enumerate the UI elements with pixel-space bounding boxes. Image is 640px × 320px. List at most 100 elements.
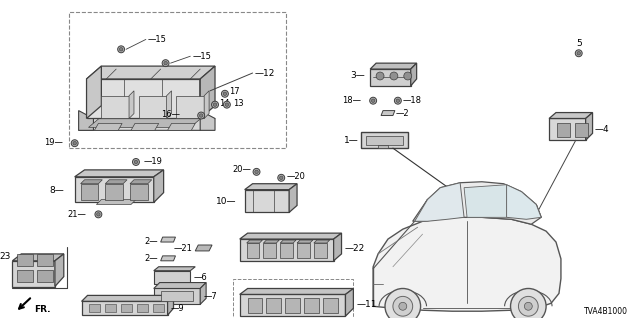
Polygon shape [264,243,276,258]
Text: —6: —6 [193,273,207,282]
Polygon shape [304,298,319,313]
Polygon shape [177,96,204,118]
Text: 23: 23 [0,252,10,261]
Polygon shape [413,182,541,224]
Text: FR.: FR. [34,305,51,314]
Polygon shape [90,304,100,312]
Polygon shape [246,240,262,243]
Polygon shape [37,254,53,266]
Polygon shape [415,183,464,221]
Polygon shape [200,283,206,304]
Circle shape [390,72,398,80]
Circle shape [120,48,123,51]
Circle shape [511,289,546,320]
Polygon shape [95,124,122,130]
Polygon shape [314,243,326,258]
Circle shape [255,170,259,173]
Text: —18: —18 [403,96,422,105]
Text: 3—: 3— [351,71,365,81]
Polygon shape [12,254,64,261]
Polygon shape [37,270,53,282]
Polygon shape [266,298,281,313]
Circle shape [370,97,376,104]
Polygon shape [204,91,209,118]
Text: —22: —22 [344,244,365,253]
Circle shape [223,92,227,95]
Circle shape [162,60,169,67]
Polygon shape [280,243,293,258]
Text: TVA4B1000: TVA4B1000 [584,307,628,316]
Polygon shape [381,111,395,116]
Circle shape [223,101,230,108]
Polygon shape [168,124,195,130]
Polygon shape [168,295,173,315]
Text: 18—: 18— [342,96,362,105]
Polygon shape [575,124,588,137]
Circle shape [404,72,412,80]
Polygon shape [161,256,175,261]
Text: —4: —4 [595,125,609,134]
Polygon shape [106,184,123,200]
Polygon shape [289,184,297,212]
Text: —9: —9 [170,304,184,313]
Polygon shape [240,294,346,316]
Polygon shape [55,254,64,286]
Circle shape [385,289,420,320]
Polygon shape [373,217,561,311]
Polygon shape [75,170,164,177]
Polygon shape [130,180,152,184]
Polygon shape [464,185,507,217]
Polygon shape [17,270,33,282]
Text: —2: —2 [396,109,410,118]
Polygon shape [129,91,134,118]
Polygon shape [161,292,193,301]
Polygon shape [121,304,132,312]
Text: —12: —12 [255,68,275,77]
Polygon shape [280,240,296,243]
Polygon shape [200,66,215,118]
Circle shape [95,211,102,218]
Text: 19—: 19— [44,138,63,147]
Text: 1—: 1— [344,136,358,145]
Polygon shape [139,96,166,118]
Polygon shape [81,301,168,315]
Polygon shape [586,113,593,140]
Bar [68,12,286,148]
Text: 17: 17 [229,87,239,96]
Text: 21—: 21— [68,210,86,219]
Polygon shape [549,118,586,140]
Polygon shape [507,185,541,219]
Text: —15: —15 [148,35,166,44]
Polygon shape [246,243,259,258]
Polygon shape [378,145,388,148]
Text: —21: —21 [173,244,192,253]
Polygon shape [200,111,215,130]
Polygon shape [549,113,593,118]
Polygon shape [154,271,190,284]
Polygon shape [370,63,417,69]
Text: —19: —19 [144,157,163,166]
Text: —15: —15 [192,52,211,61]
Text: 20—: 20— [233,165,252,174]
Polygon shape [248,298,262,313]
Circle shape [280,176,283,180]
Polygon shape [101,96,129,118]
Polygon shape [240,289,353,294]
Polygon shape [131,124,159,130]
Text: —20: —20 [286,172,305,181]
Polygon shape [106,304,116,312]
Circle shape [132,158,140,165]
Polygon shape [12,261,55,286]
Polygon shape [195,245,212,251]
Polygon shape [154,283,206,289]
Polygon shape [153,304,164,312]
Circle shape [524,302,532,310]
Polygon shape [79,118,215,130]
Polygon shape [86,66,215,79]
Circle shape [399,302,407,310]
Text: 2—: 2— [144,254,157,263]
Polygon shape [81,295,173,301]
Circle shape [396,99,399,102]
Circle shape [212,101,218,108]
Text: 13: 13 [233,99,243,108]
